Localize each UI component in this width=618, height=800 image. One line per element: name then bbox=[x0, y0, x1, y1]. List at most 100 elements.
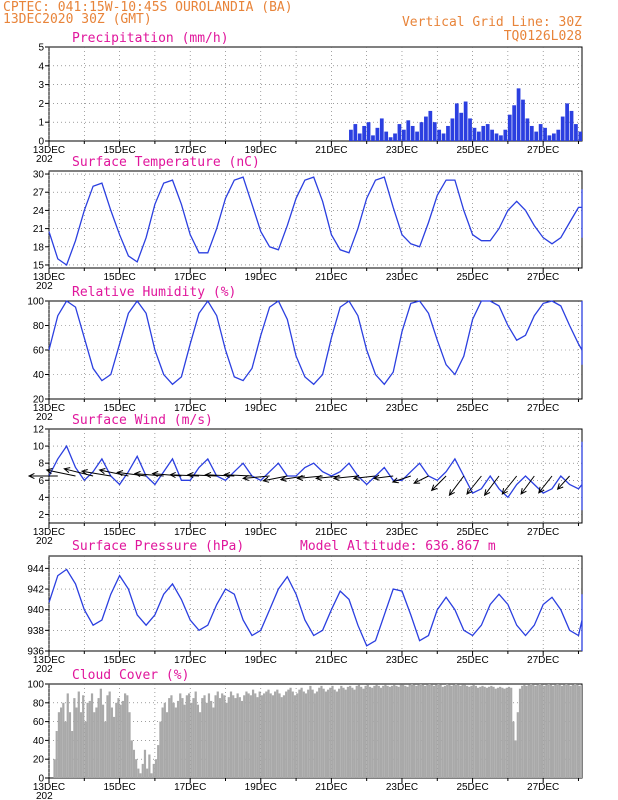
precip-bar bbox=[560, 116, 565, 141]
cloud-bar bbox=[90, 693, 94, 778]
cloud-bar bbox=[300, 687, 303, 778]
cloud-bar bbox=[183, 704, 186, 778]
cloud-bar bbox=[527, 684, 530, 778]
x-tick-label: 25DEC bbox=[456, 655, 488, 666]
cloud-bar bbox=[132, 749, 136, 778]
cloud-bar bbox=[413, 684, 416, 778]
cloud-bar bbox=[214, 695, 217, 778]
cloud-bar bbox=[401, 684, 405, 778]
cloud-bar bbox=[119, 704, 122, 778]
cloud-bar bbox=[338, 688, 341, 778]
x-tick-label: 21DEC bbox=[315, 527, 347, 538]
cloud-bar bbox=[93, 712, 96, 778]
cloud-bar bbox=[368, 686, 372, 778]
cloud-bar bbox=[574, 684, 577, 778]
series-line bbox=[48, 441, 583, 511]
cloud-bar bbox=[373, 685, 376, 778]
cloud-bar bbox=[247, 693, 250, 778]
cloud-bar bbox=[221, 693, 224, 778]
x-tick-label: 19DEC bbox=[245, 272, 277, 283]
cloud-bar bbox=[538, 684, 541, 778]
cloud-bar bbox=[170, 695, 173, 778]
cloud-bar bbox=[106, 695, 109, 778]
wind-arrow bbox=[80, 469, 111, 477]
y-tick-label: 40 bbox=[33, 370, 45, 381]
cloud-bar bbox=[567, 684, 570, 778]
cloud-bar bbox=[62, 702, 65, 778]
precip-bar bbox=[574, 124, 578, 141]
cloud-bar bbox=[313, 693, 316, 778]
cloud-bar bbox=[532, 684, 535, 778]
cloud-bar bbox=[439, 684, 442, 778]
cloud-bar bbox=[157, 745, 160, 778]
cloud-bar bbox=[57, 712, 61, 778]
panel-2: Surface Temperature (nC) 15 18 21 24 27 30 13DE… bbox=[33, 155, 583, 292]
cloud-bar bbox=[432, 685, 436, 778]
cloud-bar bbox=[426, 684, 429, 778]
cloud-bar bbox=[571, 684, 575, 778]
precip-bar bbox=[499, 135, 503, 141]
precip-bar bbox=[384, 131, 389, 141]
cloud-bar bbox=[390, 685, 394, 778]
cloud-bar bbox=[77, 691, 80, 778]
x-tick-label: 21DEC bbox=[315, 272, 347, 283]
precip-bar bbox=[441, 133, 446, 141]
cloud-bar bbox=[450, 685, 453, 778]
y-tick-label: 21 bbox=[33, 224, 45, 235]
cloud-bar bbox=[554, 684, 557, 778]
cloud-bar bbox=[388, 686, 391, 778]
cloud-bar bbox=[276, 689, 279, 778]
cloud-bar bbox=[331, 685, 334, 778]
panel-title: Surface Temperature (nC) bbox=[72, 155, 260, 170]
cloud-bar bbox=[199, 712, 202, 778]
cloud-bar bbox=[326, 689, 330, 778]
series-line bbox=[48, 568, 583, 651]
cloud-bar bbox=[216, 691, 219, 778]
x-tick-label: 21DEC bbox=[315, 145, 347, 156]
cloud-bar bbox=[260, 695, 263, 778]
cloud-bar bbox=[510, 687, 513, 778]
cloud-bar bbox=[382, 685, 385, 778]
cloud-bar bbox=[117, 698, 120, 778]
cloud-bar bbox=[549, 684, 552, 778]
wind-arrow bbox=[520, 475, 535, 495]
wind-arrow bbox=[169, 471, 200, 479]
wind-arrow bbox=[448, 475, 465, 497]
cloud-bar bbox=[174, 707, 177, 778]
precip-bar bbox=[366, 122, 371, 141]
cloud-bar bbox=[280, 697, 283, 778]
cloud-bar bbox=[397, 686, 400, 778]
cloud-bar bbox=[488, 686, 491, 778]
precip-bar bbox=[543, 127, 547, 141]
panel-5: Surface Pressure (hPa) Model Altitude: 63… bbox=[27, 539, 583, 675]
precip-bar bbox=[428, 110, 433, 141]
cloud-bar bbox=[351, 687, 354, 778]
series-line bbox=[48, 176, 583, 267]
cloud-bar bbox=[161, 707, 164, 778]
cloud-bar bbox=[353, 689, 356, 778]
panel-6: Cloud Cover (%) 0 20 40 60 80 100 13DEC 15DEC 17D… bbox=[27, 668, 583, 800]
y-tick-label: 2 bbox=[38, 99, 44, 110]
cloud-bar bbox=[472, 684, 475, 778]
precip-bar bbox=[371, 135, 375, 141]
cloud-bar bbox=[84, 721, 87, 778]
panel-3: Relative Humidity (%) 20 40 60 80 100 13DEC 15D… bbox=[27, 285, 583, 423]
plot-frame bbox=[48, 428, 583, 524]
wind-arrow bbox=[296, 474, 323, 481]
y-tick-label: 12 bbox=[33, 425, 45, 436]
x-tick-label: 23DEC bbox=[386, 272, 418, 283]
plot-frame bbox=[48, 300, 583, 400]
x-year-label: 202 bbox=[36, 536, 53, 547]
cloud-bar bbox=[82, 695, 85, 778]
x-tick-label: 23DEC bbox=[386, 655, 418, 666]
x-year-label: 202 bbox=[36, 412, 53, 423]
precip-bar bbox=[490, 129, 494, 141]
wind-arrow bbox=[98, 468, 129, 477]
cloud-bar bbox=[543, 685, 546, 778]
cloud-bar bbox=[435, 684, 438, 778]
cloud-bar bbox=[437, 684, 440, 778]
cloud-bar bbox=[232, 695, 235, 778]
cloud-bar bbox=[443, 685, 447, 778]
precip-bar bbox=[357, 133, 362, 141]
y-tick-label: 8 bbox=[38, 459, 44, 470]
